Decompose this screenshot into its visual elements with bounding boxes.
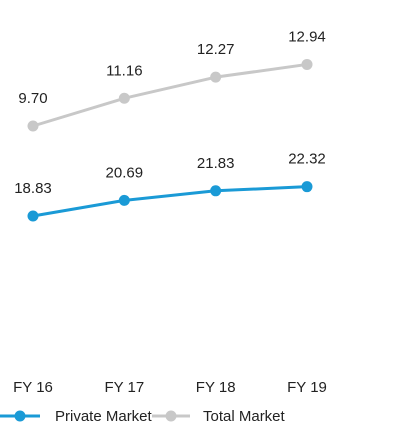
x-tick-label: FY 19 — [287, 379, 327, 396]
data-point — [27, 210, 39, 222]
data-label: 9.70 — [18, 90, 47, 107]
data-label: 21.83 — [197, 155, 235, 172]
x-axis: FY 16 FY 17 FY 18 FY 19 — [13, 379, 327, 396]
data-point — [210, 185, 222, 197]
data-point — [301, 58, 313, 70]
data-point — [118, 92, 130, 104]
x-tick-label: FY 17 — [104, 379, 144, 396]
series-line — [32, 62, 308, 128]
data-label: 22.32 — [288, 151, 326, 168]
legend-item-private-market: Private Market — [0, 408, 153, 425]
legend: Private Market Total Market — [0, 408, 286, 425]
legend-swatch-marker — [165, 410, 177, 422]
series-line — [32, 185, 308, 218]
legend-item-total-market: Total Market — [152, 408, 286, 425]
x-tick-label: FY 16 — [13, 379, 53, 396]
data-point — [27, 120, 39, 132]
legend-swatch-marker — [14, 410, 26, 422]
legend-label: Private Market — [55, 408, 153, 425]
data-label: 18.83 — [14, 180, 52, 197]
series-total-market: 9.70 11.16 12.27 12.94 — [18, 28, 326, 132]
data-label: 12.94 — [288, 28, 326, 45]
series-private-market: 18.83 20.69 21.83 22.32 — [14, 151, 326, 222]
data-point — [210, 71, 222, 83]
data-point — [118, 194, 130, 206]
x-tick-label: FY 18 — [196, 379, 236, 396]
data-label: 12.27 — [197, 41, 235, 58]
data-label: 20.69 — [106, 164, 144, 181]
data-point — [301, 181, 313, 193]
data-label: 11.16 — [106, 62, 142, 79]
legend-label: Total Market — [203, 408, 286, 425]
series-layer: 9.70 11.16 12.27 12.94 18.83 20.69 21.83 22.32 — [14, 28, 326, 222]
